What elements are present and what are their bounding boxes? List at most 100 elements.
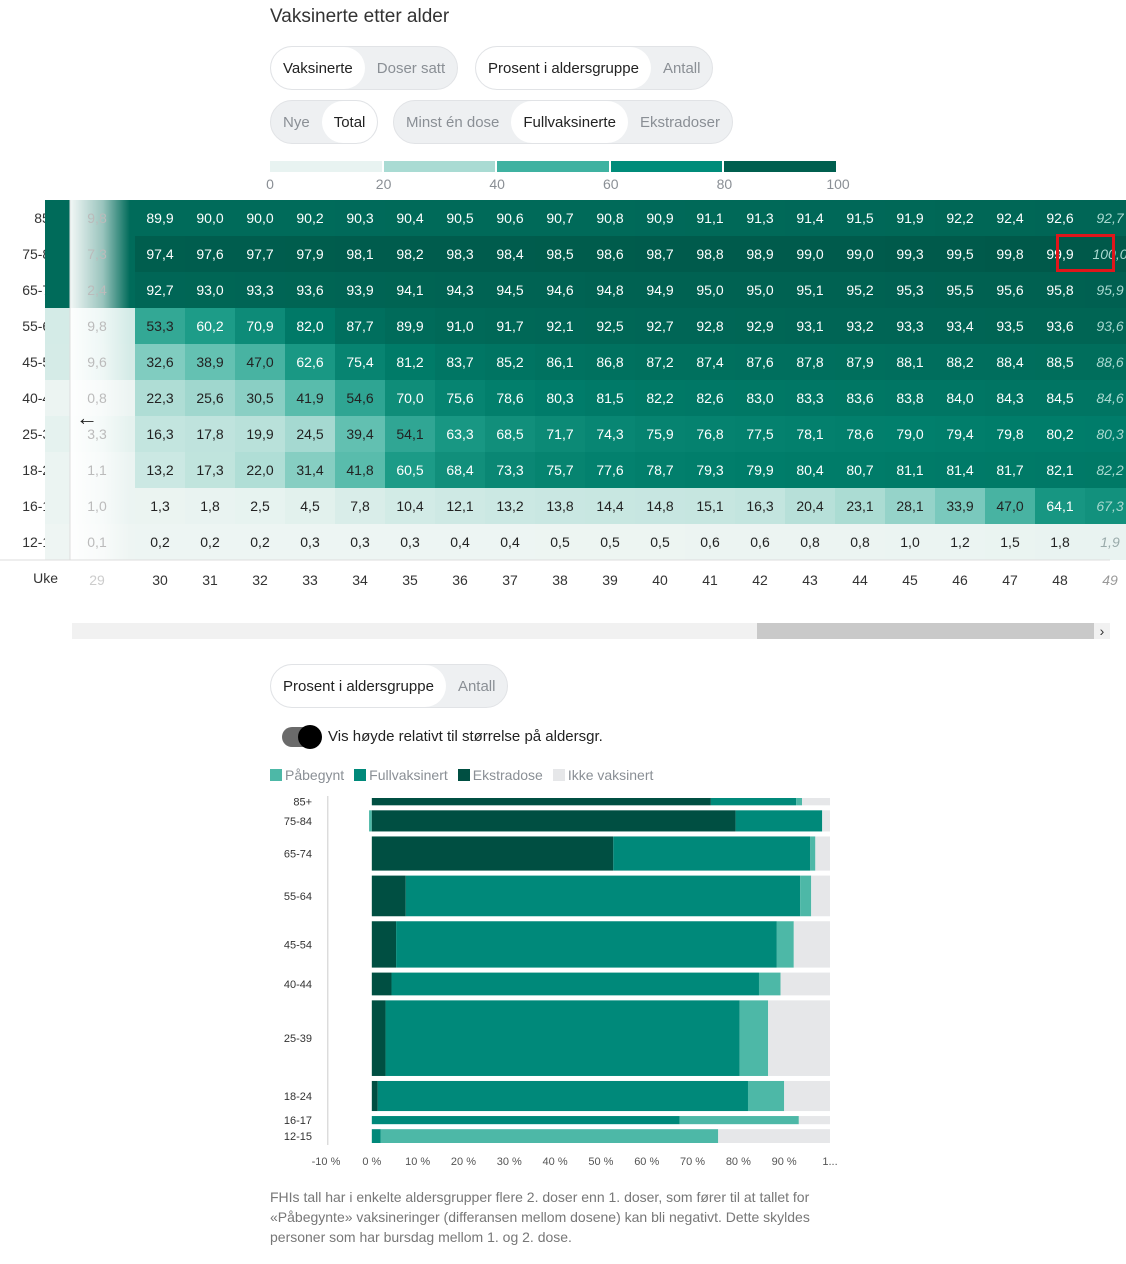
heat-value: 86,8 [596, 354, 623, 370]
heat-cell [1035, 344, 1086, 380]
legend-ekstradose[interactable]: Ekstradose [457, 767, 543, 783]
heat-value: 94,5 [496, 282, 523, 298]
heat-value: 92,1 [546, 318, 573, 334]
antall-option[interactable]: Antall [662, 59, 701, 77]
heat-cell [785, 236, 836, 272]
heat-cell [685, 200, 736, 236]
heat-cell [635, 380, 686, 416]
legend-label: Påbegynt [285, 767, 345, 783]
heat-value: 87,2 [646, 354, 673, 370]
heat-cell [1085, 272, 1126, 308]
heat-cell [1085, 344, 1126, 380]
antall-option-2[interactable]: Antall [457, 677, 496, 695]
ekstradoser-option[interactable]: Ekstradoser [639, 113, 720, 131]
heat-value: 99,3 [896, 246, 923, 262]
heat-value: 87,9 [846, 354, 873, 370]
heat-cell [435, 272, 486, 308]
heat-cell [235, 416, 286, 452]
footnote: FHIs tall har i enkelte aldersgrupper fl… [270, 1189, 810, 1245]
heat-cell [785, 452, 836, 488]
heat-value: 22,0 [246, 462, 273, 478]
heat-value: 88,6 [1096, 354, 1123, 370]
nye-option[interactable]: Nye [283, 113, 310, 131]
heat-cell [685, 380, 736, 416]
heat-value: 0,6 [750, 534, 770, 550]
heat-value: 92,2 [946, 210, 973, 226]
heat-cell [285, 272, 336, 308]
heat-cell [185, 416, 236, 452]
category-label: 45-54 [284, 939, 312, 951]
heat-cell [735, 272, 786, 308]
measure-toggle: Vaksinerte Doser satt [270, 46, 459, 90]
heat-cell [1085, 200, 1126, 236]
heat-cell [985, 416, 1036, 452]
bar-ikke-vaksinert [815, 836, 830, 871]
heat-value: 80,2 [1046, 426, 1073, 442]
heat-cell [585, 452, 636, 488]
heat-value: 80,7 [846, 462, 873, 478]
heat-value: 78,1 [796, 426, 823, 442]
heat-cell [535, 236, 586, 272]
minst-en-dose-option[interactable]: Minst én dose [406, 113, 500, 131]
heat-value: 60,5 [396, 462, 423, 478]
heat-cell [385, 488, 436, 524]
heat-value: 19,9 [246, 426, 273, 442]
heat-cell [585, 344, 636, 380]
heat-cell [485, 272, 536, 308]
heat-value: 90,6 [496, 210, 523, 226]
heat-cell [1035, 308, 1086, 344]
total-option[interactable]: Total [321, 101, 378, 143]
heat-value: 75,6 [446, 390, 473, 406]
heat-cell [1085, 236, 1126, 272]
doser-satt-option[interactable]: Doser satt [376, 59, 446, 77]
heat-cell [385, 380, 436, 416]
heat-cell [735, 380, 786, 416]
heat-cell [535, 416, 586, 452]
chart-title: Vaksinerte etter alder [270, 6, 450, 27]
relative-height-switch[interactable] [282, 725, 322, 749]
heat-value: 94,6 [546, 282, 573, 298]
heat-cell [735, 308, 786, 344]
legend-ikke-vaksinert[interactable]: Ikke vaksinert [552, 767, 653, 783]
heat-cell [535, 524, 586, 560]
heat-cell [535, 272, 586, 308]
heat-cell [485, 524, 536, 560]
arrow-left-icon[interactable]: ← [76, 405, 98, 430]
prosent-option-2[interactable]: Prosent i aldersgruppe [271, 665, 446, 707]
heat-cell [135, 416, 186, 452]
bar-ikke-vaksinert [822, 810, 830, 832]
fullvaksinerte-option[interactable]: Fullvaksinerte [511, 101, 628, 143]
heat-cell [435, 488, 486, 524]
heat-value: 93,6 [1096, 318, 1123, 334]
scrollbar-thumb[interactable] [757, 623, 1094, 639]
heat-value: 1,5 [1000, 534, 1020, 550]
bar-fullvaksinert [385, 1000, 740, 1076]
heat-value: 0,2 [250, 534, 270, 550]
week-label: 37 [502, 572, 518, 588]
heat-cell [585, 488, 636, 524]
heat-cell [885, 200, 936, 236]
heat-value: 81,2 [396, 354, 423, 370]
heat-cell [735, 200, 786, 236]
category-label: 55-64 [284, 891, 312, 903]
heat-cell [1035, 236, 1086, 272]
heat-value: 95,5 [946, 282, 973, 298]
chevron-right-icon[interactable]: › [1099, 623, 1105, 639]
legend-fullvaksinert[interactable]: Fullvaksinert [354, 767, 448, 783]
prosent-option[interactable]: Prosent i aldersgruppe [476, 47, 651, 89]
heat-value: 41,9 [296, 390, 323, 406]
heat-cell [285, 524, 336, 560]
vaksinerte-option[interactable]: Vaksinerte [271, 47, 365, 89]
legend-pabegynt[interactable]: Påbegynt [270, 767, 344, 783]
heat-value: 95,1 [796, 282, 823, 298]
heat-value: 93,1 [796, 318, 823, 334]
heat-value: 83,0 [746, 390, 773, 406]
bar-ekstradose [371, 875, 406, 917]
heat-value: 88,2 [946, 354, 973, 370]
heat-value: 81,1 [896, 462, 923, 478]
heat-cell [835, 200, 886, 236]
heat-cell [1035, 380, 1086, 416]
heat-value: 2,4 [87, 282, 107, 298]
heat-value: 1,0 [87, 498, 107, 514]
heat-cell [135, 200, 186, 236]
